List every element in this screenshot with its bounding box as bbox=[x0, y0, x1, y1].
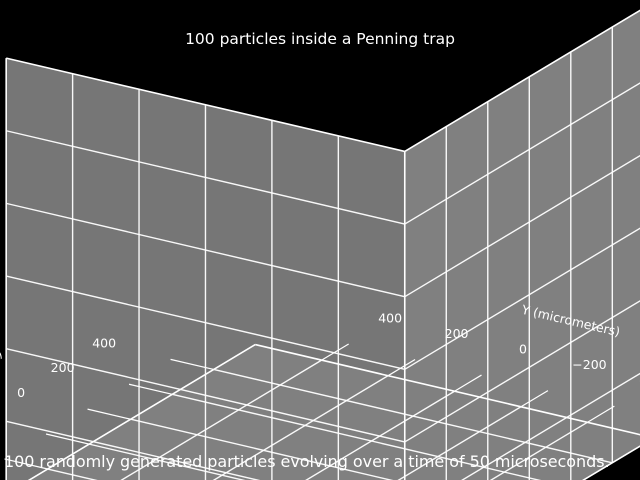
page-title: 100 particles inside a Penning trap bbox=[185, 30, 455, 48]
axis-tick-label: 400 bbox=[378, 311, 402, 326]
axis-tick-mark bbox=[128, 383, 173, 395]
pane-group bbox=[6, 10, 640, 480]
axis-tick-mark bbox=[520, 390, 549, 408]
axis-tick-mark bbox=[4, 458, 48, 470]
axis-tick-label: 200 bbox=[51, 360, 75, 375]
axis-tick-mark bbox=[587, 405, 615, 423]
axis-tick-label: 200 bbox=[445, 326, 469, 341]
axis-tick-mark bbox=[45, 433, 90, 445]
axis-edge-group bbox=[5, 9, 640, 480]
axis-tick-mark bbox=[170, 358, 214, 371]
x-axis-title: X (micrometers) bbox=[0, 345, 5, 410]
axis-tick-label: −400 bbox=[639, 373, 640, 388]
tick-label-group: −400−2000200400−400−2000200400−400−20002… bbox=[17, 311, 640, 401]
axis-tick-label: −200 bbox=[572, 357, 606, 372]
axis-tick-mark bbox=[87, 408, 131, 420]
figure-caption: 100 randomly generated particles evolvin… bbox=[4, 452, 610, 471]
axis-tick-label: 0 bbox=[17, 385, 25, 400]
axis-tick-label: 400 bbox=[92, 335, 116, 350]
axis-tick-mark bbox=[387, 358, 416, 377]
axis-tick-label: 0 bbox=[519, 342, 527, 357]
tickmark-group bbox=[4, 343, 615, 470]
axis-tick-mark bbox=[454, 374, 482, 392]
gridline-group bbox=[6, 26, 640, 480]
axis-tick-mark bbox=[321, 343, 349, 361]
